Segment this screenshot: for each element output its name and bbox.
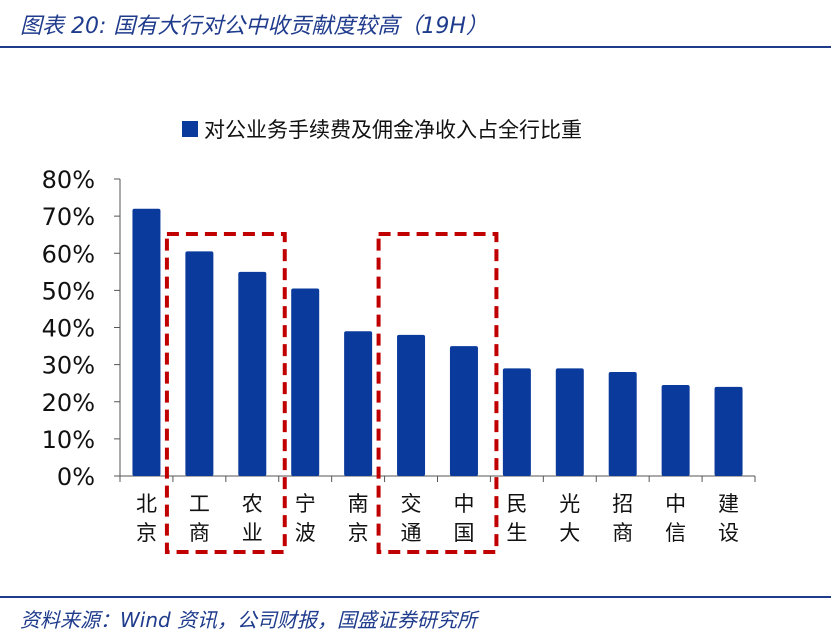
y-tick-label: 30% [42, 352, 95, 380]
x-tick-label: 农业 [242, 492, 263, 545]
bar [555, 368, 584, 476]
y-tick-label: 50% [42, 277, 95, 305]
header-divider [0, 46, 831, 48]
y-tick-label: 80% [42, 166, 95, 194]
figure-title: 图表 20: 国有大行对公中收贡献度较高（19H） [20, 14, 488, 39]
x-tick-label: 中国 [453, 492, 474, 545]
bar [344, 331, 373, 476]
y-tick-label: 40% [42, 315, 95, 343]
highlight-box [164, 232, 287, 554]
x-tick-label: 南京 [348, 492, 369, 545]
legend-label: 对公业务手续费及佣金净收入占全行比重 [204, 118, 582, 142]
footer-divider [0, 596, 831, 598]
x-tick-label: 中信 [665, 492, 686, 545]
x-tick-label: 建设 [718, 492, 739, 545]
legend-swatch [182, 121, 198, 137]
x-tick-label: 宁波 [295, 492, 316, 545]
bar [132, 208, 161, 476]
bar [397, 334, 426, 476]
bar [661, 385, 690, 476]
bar [502, 368, 531, 476]
x-tick-label: 工商 [189, 492, 210, 545]
bar [449, 346, 478, 476]
report-header: 图表 20: 国有大行对公中收贡献度较高（19H） [0, 0, 831, 52]
bar [714, 386, 743, 476]
x-tick-label: 民生 [506, 492, 527, 545]
bar-chart: 对公业务手续费及佣金净收入占全行比重 0% 10% 20% 30% 40% 50% 60% 70… [42, 118, 756, 554]
y-tick-label: 60% [42, 240, 95, 268]
bar [608, 372, 637, 476]
y-tick-label: 20% [42, 389, 95, 417]
bar [185, 251, 214, 476]
x-tick-label: 交通 [401, 492, 422, 545]
x-tick-label: 北京 [136, 492, 157, 545]
x-tick-label: 招商 [612, 492, 633, 545]
y-tick-label: 10% [42, 426, 95, 454]
y-tick-label: 70% [42, 203, 95, 231]
highlight-box [376, 232, 499, 554]
bar [291, 288, 320, 476]
x-tick-label: 光大 [559, 492, 580, 545]
source-note: 资料来源：Wind 资讯，公司财报，国盛证券研究所 [20, 608, 478, 632]
bar [238, 271, 267, 476]
y-tick-label: 0% [57, 463, 95, 491]
